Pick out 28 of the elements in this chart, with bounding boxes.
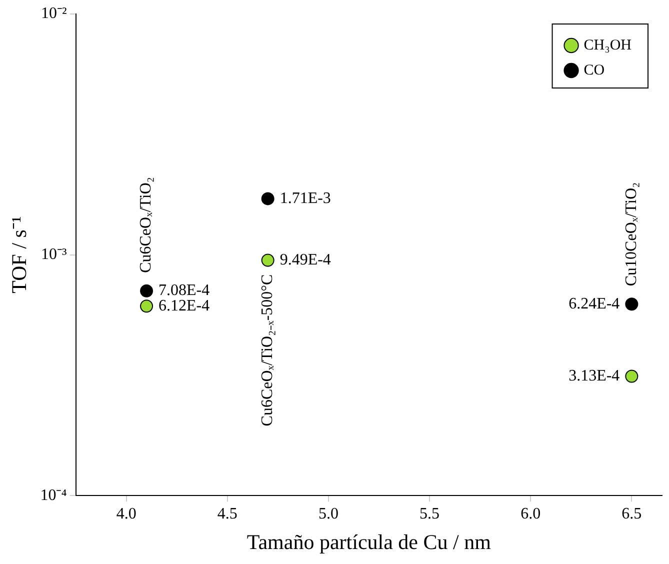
- annotation: Cu6CeOₓ/TiO₂: [138, 177, 155, 273]
- point: [625, 298, 638, 311]
- data-label: 9.49E-4: [280, 251, 331, 268]
- y-axis-title: TOF / s⁻¹: [7, 216, 32, 294]
- x-tick-label: 5.0: [318, 505, 338, 522]
- point: [625, 370, 638, 383]
- data-label: 6.24E-4: [568, 295, 620, 312]
- x-tick-label: 6.0: [520, 505, 541, 522]
- y-tick-label: 10⁻³: [40, 246, 67, 264]
- y-tick-label: 10⁻²: [40, 5, 67, 22]
- data-label: 3.13E-4: [568, 367, 620, 384]
- data-label: 1.71E-3: [280, 190, 331, 207]
- point: [140, 284, 154, 298]
- data-label: 7.08E-4: [158, 282, 210, 300]
- annotation: Cu6CeOₓ/TiO₂₋ₓ-500°C: [259, 274, 276, 426]
- point: [261, 254, 274, 267]
- point: [261, 192, 274, 206]
- x-tick-label: 4.0: [116, 505, 136, 522]
- y-tick-label: 10⁻⁴: [40, 486, 68, 504]
- x-tick-label: 5.5: [420, 505, 440, 522]
- data-label: 6.12E-4: [158, 297, 210, 314]
- point: [140, 300, 154, 313]
- annotation: Cu10CeOₓ/TiO₂: [622, 182, 640, 286]
- x-tick-label: 4.5: [217, 505, 238, 522]
- x-axis-title: Tamaño partícula de Cu / nm: [246, 530, 491, 554]
- x-tick-label: 6.5: [622, 505, 642, 522]
- legend-label: CH₃OH: [584, 37, 632, 54]
- legend-label: CO: [584, 62, 605, 78]
